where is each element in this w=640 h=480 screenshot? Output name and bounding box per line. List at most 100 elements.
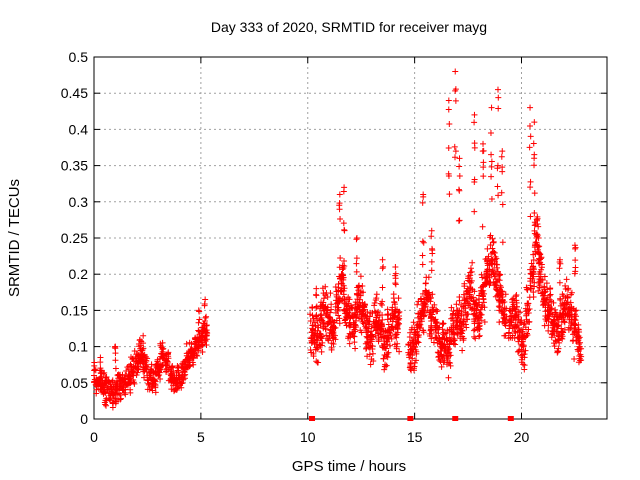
data-point bbox=[426, 311, 433, 318]
data-point bbox=[548, 334, 555, 341]
data-point bbox=[313, 303, 320, 310]
data-point bbox=[473, 313, 480, 320]
data-point bbox=[469, 286, 476, 293]
data-point bbox=[557, 260, 564, 267]
data-point bbox=[179, 374, 186, 381]
data-point bbox=[333, 317, 340, 324]
data-point bbox=[388, 306, 395, 313]
data-point bbox=[419, 238, 426, 245]
data-point bbox=[465, 287, 472, 294]
data-point bbox=[162, 362, 169, 369]
data-point bbox=[355, 304, 362, 311]
data-point bbox=[496, 303, 503, 310]
data-point bbox=[318, 333, 325, 340]
data-point bbox=[188, 340, 195, 347]
data-point bbox=[106, 379, 113, 386]
data-point bbox=[522, 347, 529, 354]
data-point bbox=[492, 258, 499, 265]
data-point bbox=[312, 323, 319, 330]
data-point bbox=[475, 325, 482, 332]
data-point bbox=[531, 151, 538, 158]
data-point bbox=[141, 374, 148, 381]
data-point bbox=[97, 359, 104, 366]
data-point bbox=[192, 340, 199, 347]
data-point bbox=[527, 178, 534, 185]
data-point bbox=[531, 227, 538, 234]
data-point bbox=[517, 309, 524, 316]
data-point bbox=[419, 301, 426, 308]
data-point bbox=[460, 318, 467, 325]
data-point bbox=[531, 190, 538, 197]
data-point bbox=[527, 184, 534, 191]
data-point bbox=[439, 334, 446, 341]
data-point bbox=[516, 318, 523, 325]
data-point bbox=[134, 366, 141, 373]
data-point bbox=[321, 295, 328, 302]
data-point bbox=[317, 330, 324, 337]
data-point bbox=[384, 306, 391, 313]
data-point bbox=[577, 357, 584, 364]
data-point bbox=[179, 379, 186, 386]
data-point bbox=[535, 223, 542, 230]
data-point bbox=[330, 334, 337, 341]
data-point bbox=[526, 144, 533, 151]
data-point bbox=[554, 323, 561, 330]
data-point bbox=[420, 239, 427, 246]
data-point bbox=[413, 322, 420, 329]
data-point bbox=[572, 317, 579, 324]
data-point bbox=[508, 319, 515, 326]
data-point bbox=[531, 209, 538, 216]
data-point bbox=[565, 326, 572, 333]
data-point bbox=[533, 216, 540, 223]
data-point bbox=[452, 148, 459, 155]
data-point bbox=[429, 291, 436, 298]
data-point bbox=[526, 122, 533, 129]
data-point bbox=[551, 343, 558, 350]
data-point bbox=[495, 290, 502, 297]
data-point bbox=[419, 261, 426, 268]
y-tick-label: 0.15 bbox=[61, 302, 88, 318]
data-point bbox=[480, 299, 487, 306]
data-point bbox=[565, 311, 572, 318]
data-point bbox=[501, 320, 508, 327]
y-tick-label: 0.3 bbox=[69, 194, 89, 210]
data-point bbox=[406, 364, 413, 371]
data-point bbox=[563, 276, 570, 283]
data-point bbox=[329, 316, 336, 323]
data-point bbox=[561, 304, 568, 311]
data-point bbox=[409, 344, 416, 351]
data-point bbox=[499, 201, 506, 208]
data-point bbox=[158, 350, 165, 357]
zero-marker bbox=[407, 416, 414, 421]
data-point bbox=[457, 325, 464, 332]
data-point bbox=[457, 335, 464, 342]
data-point bbox=[163, 357, 170, 364]
data-point bbox=[531, 162, 538, 169]
data-point bbox=[346, 340, 353, 347]
data-point bbox=[556, 279, 563, 286]
data-point bbox=[469, 305, 476, 312]
data-point bbox=[452, 68, 459, 75]
data-point bbox=[436, 324, 443, 331]
data-point bbox=[491, 249, 498, 256]
data-point bbox=[351, 333, 358, 340]
data-point bbox=[202, 314, 209, 321]
data-point bbox=[530, 289, 537, 296]
data-point bbox=[381, 366, 388, 373]
data-point bbox=[478, 317, 485, 324]
data-point bbox=[141, 351, 148, 358]
data-point bbox=[556, 311, 563, 318]
y-tick-label: 0.45 bbox=[61, 85, 88, 101]
data-point bbox=[196, 316, 203, 323]
data-point bbox=[564, 295, 571, 302]
data-point bbox=[571, 270, 578, 277]
data-point bbox=[544, 306, 551, 313]
data-point bbox=[456, 217, 463, 224]
data-point bbox=[364, 309, 371, 316]
data-point bbox=[371, 302, 378, 309]
data-point bbox=[367, 331, 374, 338]
data-point bbox=[194, 352, 201, 359]
data-point bbox=[543, 280, 550, 287]
y-tick-label: 0.4 bbox=[69, 121, 89, 137]
